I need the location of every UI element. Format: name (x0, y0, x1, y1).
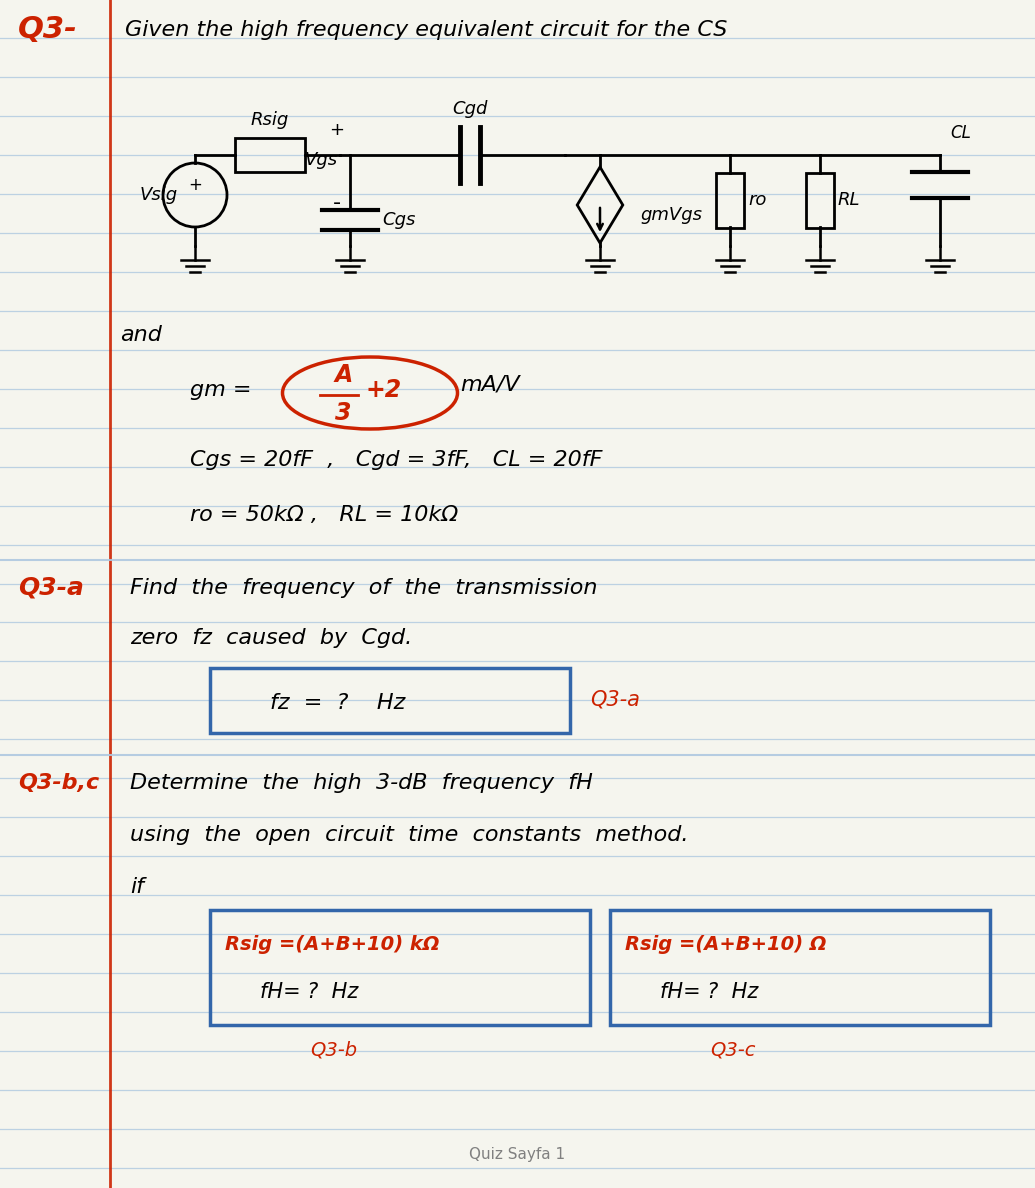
Text: Given the high frequency equivalent circuit for the CS: Given the high frequency equivalent circ… (125, 20, 728, 40)
Text: Find  the  frequency  of  the  transmission: Find the frequency of the transmission (130, 579, 597, 598)
Text: Q3-a: Q3-a (18, 576, 84, 600)
Bar (210, 910, 590, 1025)
Text: gmVgs: gmVgs (640, 206, 702, 225)
Text: A: A (335, 364, 353, 387)
Text: fH= ?  Hz: fH= ? Hz (260, 982, 358, 1001)
Bar (235, 138, 305, 172)
Text: mA/V: mA/V (460, 375, 520, 394)
Text: using  the  open  circuit  time  constants  method.: using the open circuit time constants me… (130, 824, 688, 845)
Text: RL: RL (838, 191, 860, 209)
Bar (210, 668, 570, 733)
Text: fz  =  ?    Hz: fz = ? Hz (270, 693, 406, 713)
Text: +: + (188, 176, 202, 194)
Text: and: and (120, 326, 161, 345)
Text: Vgs: Vgs (305, 151, 338, 169)
Text: Q3-a: Q3-a (590, 690, 640, 710)
Text: if: if (130, 877, 144, 897)
Text: Rsig =(A+B+10) Ω: Rsig =(A+B+10) Ω (625, 935, 827, 954)
Text: Cgd: Cgd (452, 100, 487, 118)
Text: 3: 3 (335, 402, 352, 425)
Text: Rsig =(A+B+10) kΩ: Rsig =(A+B+10) kΩ (225, 935, 440, 954)
Text: Q3-b,c: Q3-b,c (18, 773, 99, 794)
Text: Determine  the  high  3-dB  frequency  fH: Determine the high 3-dB frequency fH (130, 773, 593, 794)
Text: Cgs: Cgs (382, 211, 415, 229)
Text: Q3-: Q3- (18, 15, 78, 44)
Text: Q3-b: Q3-b (310, 1041, 357, 1060)
Text: Cgs = 20fF  ,   Cgd = 3fF,   CL = 20fF: Cgs = 20fF , Cgd = 3fF, CL = 20fF (190, 450, 602, 470)
Text: ro: ro (748, 191, 766, 209)
Bar (806, 173, 834, 228)
Text: gm =: gm = (190, 380, 252, 400)
Text: Rsig: Rsig (250, 110, 289, 129)
Text: CL: CL (950, 124, 971, 143)
Text: +: + (329, 121, 345, 139)
Text: fH= ?  Hz: fH= ? Hz (660, 982, 759, 1001)
Text: Vsig: Vsig (140, 187, 178, 204)
Text: Quiz Sayfa 1: Quiz Sayfa 1 (470, 1148, 565, 1163)
Text: zero  fz  caused  by  Cgd.: zero fz caused by Cgd. (130, 628, 412, 647)
Bar (610, 910, 990, 1025)
Text: +2: +2 (365, 378, 402, 402)
Text: -: - (333, 192, 342, 213)
Bar (716, 173, 744, 228)
Text: Q3-c: Q3-c (710, 1041, 756, 1060)
Text: ro = 50kΩ ,   RL = 10kΩ: ro = 50kΩ , RL = 10kΩ (190, 505, 459, 525)
